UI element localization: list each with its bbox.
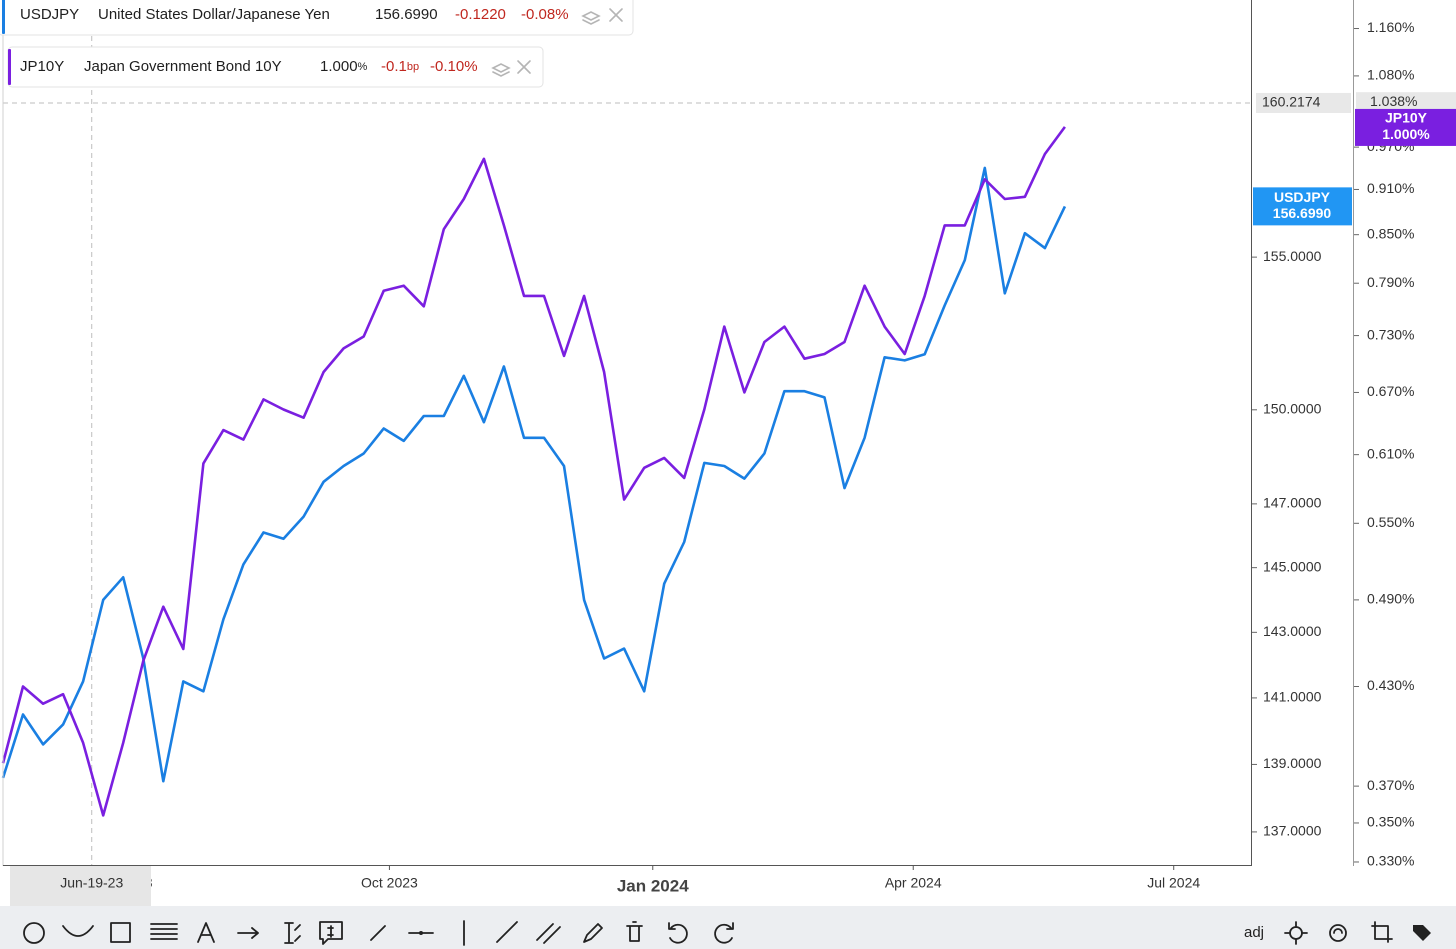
crosshair-y2-label: 1.038% [1370, 93, 1417, 109]
y-tick-label: 139.0000 [1263, 755, 1322, 771]
badge-value-number: 1.000 [1382, 126, 1417, 142]
last-value-badge [1355, 108, 1456, 146]
tool-tag[interactable] [1413, 925, 1431, 941]
y2-tick-label: 0.330% [1367, 853, 1414, 869]
y2-tick-label: 0.670% [1367, 383, 1414, 399]
y2-tick-label: 0.910% [1367, 180, 1414, 196]
y2-tick-label: 0.490% [1367, 591, 1414, 607]
tool-pencil[interactable] [583, 923, 603, 943]
legend-entry: USDJPY United States Dollar/Japanese Yen… [0, 0, 634, 36]
tool-rect[interactable] [110, 922, 131, 943]
series-line [1, 166, 1067, 783]
layers-button[interactable] [491, 63, 511, 77]
x-tick-label: Jul 2024 [1147, 875, 1200, 891]
x-tick-label: Oct 2023 [361, 875, 418, 891]
tool-target[interactable] [1284, 921, 1308, 945]
crosshair-x-label: Jun-19-23 [60, 875, 123, 891]
tool-trendline[interactable] [370, 925, 386, 941]
tool-delete[interactable] [626, 921, 643, 942]
legend-change: -0.1220 [455, 6, 506, 23]
legend-box [0, 0, 634, 36]
plot-area [1, 0, 1251, 865]
badge-value: 1.000% [1382, 126, 1430, 142]
y2-tick-label: 0.430% [1367, 677, 1414, 693]
y2-tick-label: 0.790% [1367, 274, 1414, 290]
legend-change-value: -0.1 [381, 58, 407, 75]
badge-value-unit: % [1417, 126, 1430, 142]
legend-change-unit: bp [407, 61, 419, 73]
legend-stripe [8, 49, 11, 85]
legend-unit: % [358, 61, 368, 73]
close-button[interactable] [517, 60, 531, 74]
legend-last-value: 1.000 [320, 58, 358, 75]
legend-change-pct: -0.10% [430, 58, 478, 75]
tool-text[interactable] [197, 922, 215, 943]
legend-last: 1.000% [320, 58, 368, 75]
series-line [1, 126, 1066, 817]
toolbar: adj [0, 906, 1456, 949]
y-tick-label: 143.0000 [1263, 623, 1322, 639]
tool-circle[interactable] [23, 922, 45, 944]
y-tick-label: 137.0000 [1263, 823, 1322, 839]
y2-tick-label: 1.160% [1367, 19, 1414, 35]
legend-symbol: USDJPY [20, 6, 79, 23]
tool-channel[interactable] [536, 923, 561, 944]
x-tick-label: Apr 2024 [885, 875, 942, 891]
legend-symbol: JP10Y [20, 58, 64, 75]
legend-entry: JP10Y Japan Government Bond 10Y 1.000% -… [7, 46, 544, 88]
y2-tick-label: 0.610% [1367, 445, 1414, 461]
crosshair-y-label-bg [1256, 92, 1351, 113]
y2-tick-label: 0.550% [1367, 514, 1414, 530]
y2-tick-label: 1.080% [1367, 67, 1414, 83]
x-tick-label: Jan 2024 [617, 876, 689, 895]
legend-change: -0.1bp [381, 58, 419, 75]
y-tick-label: 147.0000 [1263, 495, 1322, 511]
crosshair-y2-label-bg [1356, 92, 1456, 113]
tool-arc[interactable] [62, 925, 94, 937]
y2-tick-label: 0.350% [1367, 814, 1414, 830]
legend-change-pct: -0.08% [521, 6, 569, 23]
tool-redo[interactable] [714, 922, 734, 944]
tool-arrow[interactable] [237, 927, 259, 939]
tool-sync[interactable] [1329, 924, 1347, 942]
tool-ray[interactable] [496, 921, 518, 943]
badge-name: JP10Y [1385, 110, 1428, 126]
crosshair-y-label: 160.2174 [1262, 94, 1321, 110]
legend-description: Japan Government Bond 10Y [84, 58, 282, 75]
y2-tick-label: 0.850% [1367, 225, 1414, 241]
last-value-badge [1253, 187, 1352, 226]
badge-name: USDJPY [1274, 189, 1331, 205]
toolbar-adj[interactable]: adj [1244, 924, 1264, 941]
y-tick-label: 141.0000 [1263, 689, 1322, 705]
legend-stripe [2, 0, 5, 34]
y2-tick-label: 0.730% [1367, 326, 1414, 342]
tool-undo[interactable] [668, 922, 688, 944]
y2-tick-label: 0.370% [1367, 777, 1414, 793]
y-tick-label: 155.0000 [1263, 248, 1322, 264]
layers-button[interactable] [581, 11, 601, 25]
close-button[interactable] [609, 8, 623, 22]
tool-measure[interactable] [284, 922, 301, 944]
legend-last: 156.6990 [375, 6, 438, 23]
tool-callout[interactable] [319, 921, 343, 945]
tool-crop[interactable] [1371, 921, 1393, 943]
tool-lines[interactable] [150, 923, 178, 940]
y-tick-label: 150.0000 [1263, 401, 1322, 417]
y-tick-label: 145.0000 [1263, 558, 1322, 574]
legend-description: United States Dollar/Japanese Yen [98, 6, 330, 23]
tool-hline[interactable] [408, 931, 434, 935]
badge-value: 156.6990 [1273, 205, 1332, 221]
crosshair-x-label-bg [10, 866, 151, 906]
